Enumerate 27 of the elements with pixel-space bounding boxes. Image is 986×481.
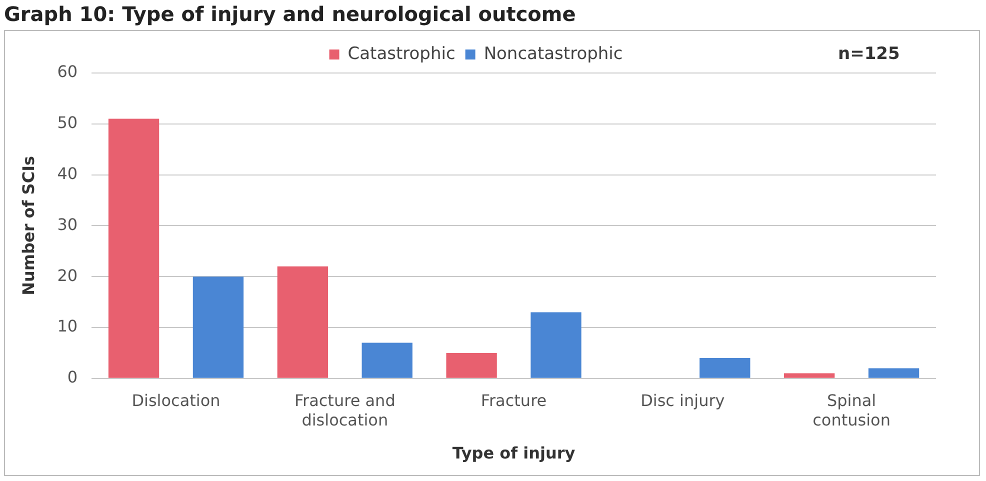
x-tick-label: Fracture — [480, 391, 547, 410]
x-tick-label: Fracture and dislocation — [294, 391, 396, 430]
bar — [868, 368, 920, 378]
bar — [446, 352, 497, 378]
y-axis-title: Number of SCIs — [18, 156, 38, 296]
bar — [530, 312, 582, 378]
y-tick-label: 0 — [67, 368, 78, 387]
text: n=125 — [838, 44, 900, 64]
y-tick-label: 20 — [57, 266, 78, 285]
x-tick-label: Spinal contusion — [812, 391, 890, 430]
bar — [784, 373, 835, 378]
legend-label: Catastrophic — [348, 44, 456, 64]
bar — [700, 358, 750, 378]
bar — [277, 266, 328, 378]
legend-label: Noncatastrophic — [484, 44, 623, 64]
y-tick-label: 60 — [57, 62, 78, 82]
x-axis-title: Type of injury — [452, 444, 576, 463]
bar — [362, 342, 412, 378]
bar — [192, 276, 244, 378]
y-tick-label: 50 — [57, 113, 78, 132]
bar — [108, 118, 160, 378]
x-tick-label: Disc injury — [640, 391, 725, 410]
x-tick-label: Dislocation — [132, 391, 220, 410]
y-tick-label: 10 — [57, 316, 78, 336]
y-tick-label: 40 — [57, 164, 78, 183]
y-tick-label: 30 — [57, 214, 78, 234]
chart-title: Graph 10: Type of injury and neurological outcome — [4, 2, 576, 26]
